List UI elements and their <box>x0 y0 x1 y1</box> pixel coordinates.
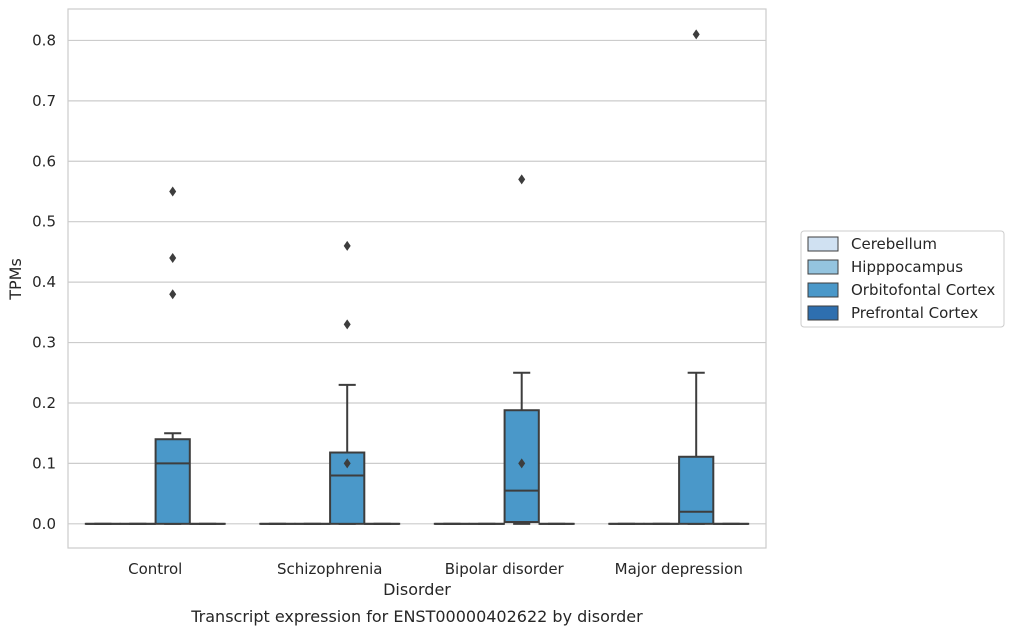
x-axis-label: Disorder <box>383 580 451 599</box>
outlier-point <box>169 186 177 197</box>
x-tick-label: Bipolar disorder <box>445 560 565 578</box>
outlier-point <box>343 458 351 469</box>
legend-swatch <box>807 282 839 298</box>
box-series <box>84 29 750 525</box>
x-tick-label: Major depression <box>615 560 743 578</box>
legend-swatch <box>807 236 839 252</box>
chart-caption: Transcript expression for ENST0000040262… <box>190 607 643 626</box>
box-orbitofontal-cortex <box>503 174 540 525</box>
box-orbitofontal-cortex <box>678 29 715 525</box>
legend-label: Cerebellum <box>851 235 937 253</box>
y-tick-label: 0.6 <box>32 152 56 170</box>
legend-frame <box>800 230 1005 328</box>
y-tick-label: 0.2 <box>32 394 56 412</box>
x-tick-label: Schizophrenia <box>277 560 382 578</box>
legend-swatch <box>807 305 839 321</box>
box-orbitofontal-cortex <box>154 186 191 525</box>
plot-frame <box>67 8 767 549</box>
x-tick-label: Control <box>128 560 182 578</box>
outlier-point <box>343 319 351 330</box>
y-tick-label: 0.5 <box>32 213 56 231</box>
y-tick-label: 0.4 <box>32 273 56 291</box>
outlier-point <box>343 240 351 251</box>
y-axis-label: TPMs <box>6 258 25 301</box>
legend: Cerebellum Hipppocampus Orbitofontal Corte… <box>800 230 1005 328</box>
y-tick-label: 0.7 <box>32 92 56 110</box>
legend-label: Prefrontal Cortex <box>851 304 978 322</box>
outlier-point <box>169 289 177 300</box>
outlier-point <box>518 458 526 469</box>
x-axis-ticks: Control Schizophrenia Bipolar disorder Majo… <box>128 560 743 578</box>
legend-swatch <box>807 259 839 275</box>
y-tick-label: 0.8 <box>32 31 56 49</box>
legend-label: Hipppocampus <box>851 258 963 276</box>
outlier-point <box>169 252 177 263</box>
outlier-point <box>692 29 700 40</box>
box <box>678 455 715 525</box>
box <box>154 438 191 525</box>
outlier-point <box>518 174 526 185</box>
box-orbitofontal-cortex <box>329 240 366 525</box>
y-tick-label: 0.3 <box>32 334 56 352</box>
legend-label: Orbitofontal Cortex <box>851 281 995 299</box>
y-tick-label: 0.1 <box>32 454 56 472</box>
y-axis-ticks: 0.0 0.1 0.2 0.3 0.4 0.5 0.6 0.7 0.8 <box>32 31 56 532</box>
y-tick-label: 0.0 <box>32 515 56 533</box>
